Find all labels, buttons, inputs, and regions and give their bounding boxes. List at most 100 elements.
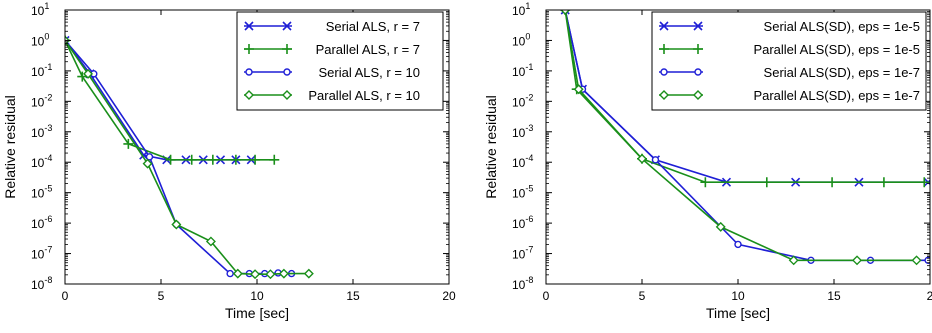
x-tick-label: 15 — [827, 289, 841, 303]
y-tick-label: 10-4 — [31, 153, 52, 170]
data-point-3-4 — [205, 236, 216, 247]
legend-marker — [693, 44, 703, 54]
legend-label: Serial ALS, r = 7 — [326, 19, 420, 34]
legend-label: Parallel ALS, r = 7 — [316, 42, 420, 57]
data-point-3-9 — [303, 268, 314, 279]
data-point-1-4 — [186, 154, 197, 165]
legend-label: Serial ALS, r = 10 — [318, 65, 420, 80]
x-tick-label: 2 — [927, 289, 932, 303]
legend-marker — [245, 68, 253, 76]
plot-area — [560, 10, 930, 266]
data-point-3-5 — [232, 268, 243, 279]
x-tick-label: 20 — [442, 289, 456, 303]
data-point-1-2 — [123, 138, 134, 149]
data-point-3-1 — [83, 68, 94, 79]
x-tick-label: 0 — [543, 289, 550, 303]
legend-marker — [283, 68, 291, 76]
data-point-1-4 — [761, 177, 772, 188]
x-tick-label: 5 — [639, 289, 646, 303]
data-point-3-3 — [715, 221, 726, 232]
legend: Serial ALS, r = 7 Parallel ALS, r = 7 Seri… — [236, 11, 444, 111]
y-tick-label: 101 — [31, 1, 49, 18]
data-point-0-0 — [560, 10, 570, 15]
y-tick-label: 10-2 — [31, 92, 52, 109]
x-axis-label: Time [sec] — [706, 305, 770, 321]
data-point-2-2 — [145, 153, 154, 161]
data-point-1-8 — [269, 154, 280, 165]
y-tick-label: 10-6 — [512, 214, 533, 231]
x-tick-label: 5 — [158, 289, 165, 303]
y-tick-label: 101 — [512, 1, 530, 18]
data-point-3-2 — [142, 158, 153, 169]
legend-marker — [694, 68, 702, 76]
legend-label: Parallel ALS(SD), eps = 1e-7 — [753, 88, 920, 103]
series-line-0 — [65, 39, 252, 161]
legend-marker — [282, 90, 292, 100]
legend-marker — [659, 90, 669, 100]
y-tick-label: 10-5 — [512, 184, 533, 201]
legend-marker — [659, 44, 669, 54]
data-point-1-1 — [77, 71, 88, 82]
legend-marker — [282, 44, 292, 54]
right-chart: 0 5 10 15 2 10-8 10-7 10-6 10-5 10-4 10-3 10-2 10-1 1… — [483, 1, 932, 321]
y-axis-label: Relative residual — [483, 95, 499, 199]
y-tick-label: 10-4 — [512, 153, 533, 170]
x-tick-label: 0 — [62, 289, 69, 303]
data-point-2-4 — [226, 269, 234, 278]
data-point-1-7 — [250, 154, 261, 165]
legend-label: Parallel ALS(SD), eps = 1e-5 — [753, 42, 920, 57]
legend-box — [236, 11, 444, 111]
y-tick-label: 10-1 — [512, 62, 533, 79]
legend-marker — [244, 90, 254, 100]
data-point-1-3 — [700, 177, 711, 188]
legend-marker — [660, 68, 668, 76]
data-point-1-7 — [919, 177, 930, 188]
legend-label: Serial ALS(SD), eps = 1e-7 — [764, 65, 920, 80]
y-tick-label: 100 — [31, 31, 49, 48]
data-point-1-5 — [827, 177, 838, 188]
data-point-1-6 — [878, 177, 889, 188]
legend-label: Serial ALS(SD), eps = 1e-5 — [764, 19, 920, 34]
data-point-3-6 — [911, 255, 922, 266]
data-point-3-6 — [250, 269, 261, 280]
data-point-3-4 — [788, 255, 799, 266]
legend-marker — [282, 21, 292, 31]
data-point-1-5 — [207, 154, 218, 165]
x-tick-label: 10 — [731, 289, 745, 303]
data-point-1-3 — [165, 154, 176, 165]
y-tick-label: 100 — [512, 31, 530, 48]
data-point-3-1 — [573, 84, 584, 95]
data-point-1-6 — [230, 154, 241, 165]
series-line-1 — [564, 10, 925, 183]
legend-marker — [693, 90, 703, 100]
y-tick-label: 10-7 — [512, 245, 533, 262]
y-tick-label: 10-8 — [31, 275, 52, 292]
y-tick-label: 10-3 — [31, 123, 52, 140]
legend-marker — [693, 21, 703, 31]
data-point-3-2 — [637, 153, 647, 164]
y-tick-label: 10-1 — [31, 62, 52, 79]
legend-marker — [244, 44, 254, 54]
y-tick-label: 10-7 — [31, 245, 52, 262]
x-tick-label: 10 — [250, 289, 264, 303]
legend-marker — [244, 21, 254, 31]
x-tick-label: 15 — [346, 289, 360, 303]
data-point-2-3 — [734, 240, 742, 249]
legend-marker — [659, 21, 669, 31]
y-tick-label: 10-8 — [512, 275, 533, 292]
data-point-3-5 — [852, 255, 863, 266]
y-tick-label: 10-3 — [512, 123, 533, 140]
y-tick-label: 10-2 — [512, 92, 533, 109]
data-point-3-7 — [265, 269, 276, 280]
left-chart: 0 5 10 15 20 10-8 10-7 10-6 10-5 10-4 10-3 10-2 10-1… — [2, 1, 456, 321]
y-tick-label: 10-6 — [31, 214, 52, 231]
legend: Serial ALS(SD), eps = 1e-5 Parallel ALS(S… — [651, 11, 927, 111]
data-point-3-8 — [278, 268, 289, 279]
data-point-2-2 — [651, 156, 660, 164]
data-point-3-0 — [560, 10, 571, 15]
x-axis-label: Time [sec] — [225, 305, 289, 321]
legend-label: Parallel ALS, r = 10 — [308, 88, 420, 103]
y-tick-label: 10-5 — [31, 184, 52, 201]
y-axis-label: Relative residual — [2, 95, 18, 199]
